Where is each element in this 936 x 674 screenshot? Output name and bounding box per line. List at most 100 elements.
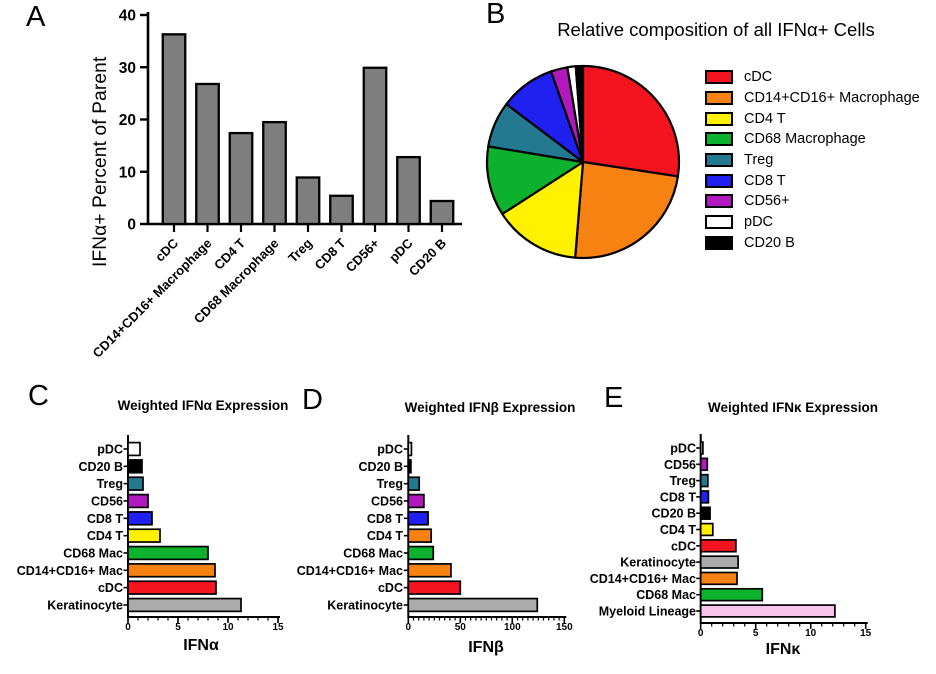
svg-text:CD4 T: CD4 T <box>367 529 403 543</box>
svg-text:CD20 B: CD20 B <box>359 460 403 474</box>
svg-text:CD8 T: CD8 T <box>87 512 123 526</box>
legend-label: CD68 Macrophage <box>744 131 866 148</box>
legend-label: CD4 T <box>744 110 786 127</box>
svg-text:0: 0 <box>406 622 412 633</box>
svg-text:0: 0 <box>698 628 704 639</box>
svg-text:cDC: cDC <box>152 235 181 264</box>
svg-text:Treg: Treg <box>97 477 123 491</box>
legend-item: CD56+ <box>705 191 920 212</box>
svg-text:CD4 T: CD4 T <box>660 523 696 537</box>
legend-label: cDC <box>744 69 773 86</box>
panel-label-a: A <box>26 1 46 33</box>
svg-text:CD56+: CD56+ <box>343 235 383 275</box>
svg-text:CD68 Mac: CD68 Mac <box>636 588 696 602</box>
panel-c-x-axis-title: IFNα <box>183 637 219 654</box>
legend-swatch <box>705 70 733 85</box>
svg-text:pDC: pDC <box>670 442 696 456</box>
pie-slice <box>501 160 585 259</box>
svg-text:10: 10 <box>805 628 817 639</box>
legend-swatch <box>705 194 733 209</box>
panel-c-hbar-chart: 0 5 10 15 pDC CD20 B Treg CD56 CD8 T CD4 T CD68 Ma… <box>17 435 284 633</box>
svg-text:CD68 Mac: CD68 Mac <box>63 546 123 560</box>
svg-text:cDC: cDC <box>378 581 403 595</box>
legend-swatch <box>705 153 733 168</box>
svg-text:pDC: pDC <box>377 443 403 457</box>
legend-swatch <box>705 91 733 106</box>
svg-text:10: 10 <box>119 164 136 181</box>
legend-label: pDC <box>744 214 774 231</box>
svg-text:5: 5 <box>175 622 181 633</box>
svg-text:0: 0 <box>127 217 136 234</box>
svg-text:50: 50 <box>455 622 467 633</box>
legend-swatch <box>705 111 733 126</box>
panel-b-pie-chart <box>485 64 681 260</box>
legend-item: pDC <box>705 212 920 233</box>
legend-item: CD14+CD16+ Macrophage <box>705 88 920 109</box>
svg-text:40: 40 <box>119 8 136 25</box>
panel-label-e: E <box>604 382 624 414</box>
legend-item: Treg <box>705 150 920 171</box>
legend-item: CD4 T <box>705 108 920 129</box>
svg-text:CD14+CD16+ Mac: CD14+CD16+ Mac <box>590 572 696 586</box>
legend-label: CD8 T <box>744 172 786 189</box>
svg-text:CD14+CD16+ Mac: CD14+CD16+ Mac <box>297 564 403 578</box>
svg-text:5: 5 <box>753 628 759 639</box>
pie-slice <box>574 160 680 260</box>
legend-swatch <box>705 132 733 147</box>
svg-text:CD20 B: CD20 B <box>79 460 123 474</box>
legend-label: CD14+CD16+ Macrophage <box>744 90 920 107</box>
svg-text:100: 100 <box>504 622 521 633</box>
svg-text:15: 15 <box>272 622 284 633</box>
panel-d-hbar-chart: 0 50 100 150 pDC CD20 B Treg CD56 CD8 T CD4 T CD68… <box>297 435 573 633</box>
panel-e-x-axis-title: IFNκ <box>765 641 801 658</box>
legend-label: Treg <box>744 152 774 169</box>
svg-text:CD4 T: CD4 T <box>87 529 123 543</box>
svg-text:CD56: CD56 <box>664 458 696 472</box>
svg-text:Treg: Treg <box>285 235 315 265</box>
svg-text:Treg: Treg <box>377 477 403 491</box>
legend-item: CD8 T <box>705 170 920 191</box>
svg-text:Keratinocyte: Keratinocyte <box>620 556 696 570</box>
legend-item: cDC <box>705 67 920 88</box>
svg-text:pDC: pDC <box>97 443 123 457</box>
svg-text:CD56: CD56 <box>371 494 403 508</box>
panel-b-title: Relative composition of all IFNα+ Cells <box>557 19 875 40</box>
svg-text:Keratinocyte: Keratinocyte <box>47 598 123 612</box>
svg-text:cDC: cDC <box>98 581 123 595</box>
svg-text:Keratinocyte: Keratinocyte <box>327 598 403 612</box>
svg-text:cDC: cDC <box>671 539 696 553</box>
svg-text:CD8 T: CD8 T <box>311 235 348 272</box>
svg-text:CD56: CD56 <box>91 494 123 508</box>
svg-text:CD20 B: CD20 B <box>652 507 696 521</box>
panel-d-x-axis-title: IFNβ <box>468 639 504 656</box>
legend-swatch <box>705 173 733 188</box>
svg-text:Myeloid Lineage: Myeloid Lineage <box>599 605 696 619</box>
legend-label: CD20 B <box>744 234 795 251</box>
svg-text:CD8 T: CD8 T <box>660 490 696 504</box>
panel-label-b: B <box>486 0 506 30</box>
panel-c-title: Weighted IFNα Expression <box>117 398 289 413</box>
pie-slice <box>485 145 585 216</box>
legend-item: CD68 Macrophage <box>705 129 920 150</box>
legend-label: CD56+ <box>744 193 790 210</box>
svg-text:pDC: pDC <box>386 235 416 265</box>
svg-text:20: 20 <box>119 112 136 129</box>
pie-legend: cDC CD14+CD16+ Macrophage CD4 T CD68 Macrop… <box>705 67 920 253</box>
pie-slice <box>581 64 681 178</box>
panel-e-title: Weighted IFNκ Expression <box>707 400 879 415</box>
panel-label-d: D <box>302 384 323 416</box>
svg-text:15: 15 <box>860 628 872 639</box>
svg-text:CD8 T: CD8 T <box>367 512 403 526</box>
svg-text:CD14+CD16+ Mac: CD14+CD16+ Mac <box>17 564 123 578</box>
svg-text:CD68 Mac: CD68 Mac <box>343 546 403 560</box>
panel-label-c: C <box>28 380 49 412</box>
svg-text:10: 10 <box>222 622 234 633</box>
svg-text:0: 0 <box>125 622 131 633</box>
panel-e-hbar-chart: 0 5 10 15 pDC CD56 Treg CD8 T CD20 B CD4 T cDC Kera… <box>590 434 872 639</box>
svg-text:30: 30 <box>119 60 136 77</box>
panel-d-title: Weighted IFNβ Expression <box>404 400 576 415</box>
legend-swatch <box>705 215 733 230</box>
pie-slice <box>574 64 585 164</box>
